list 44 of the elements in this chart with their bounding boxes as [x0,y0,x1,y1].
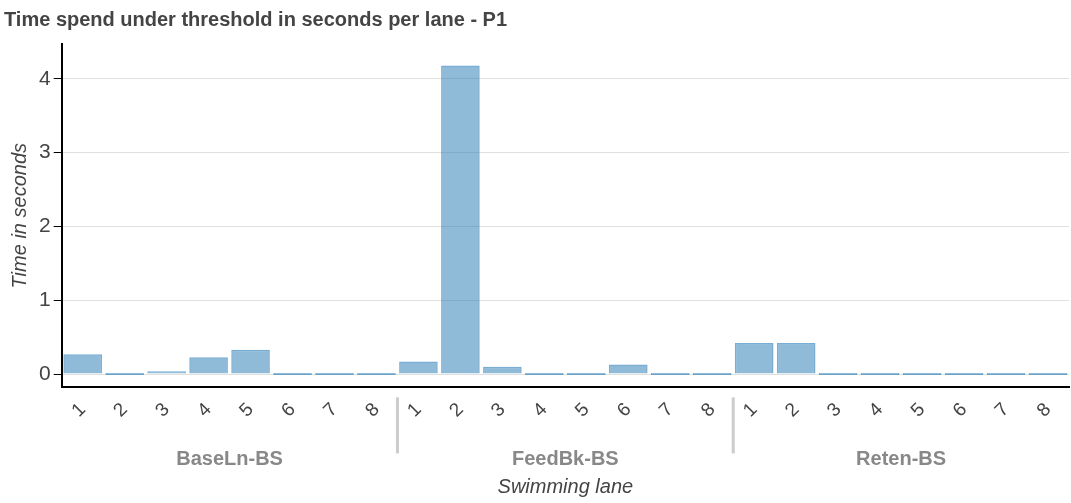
x-tick-label: 5 [906,398,929,421]
y-axis-title: Time in seconds [7,142,30,289]
bar [441,65,480,374]
x-tick-label: 8 [360,398,383,421]
text: Reten-BS [856,446,947,469]
x-axis-title: Swimming lane [497,474,634,497]
x-tick-label: 4 [528,397,552,421]
x-tick-label: 1 [738,398,761,421]
x-tick-label: 7 [990,398,1013,421]
x-tick-label: 1 [402,398,425,421]
y-tick-label: 2 [38,213,51,237]
bar [776,343,816,374]
bar [734,343,774,374]
y-tick-label: 4 [38,65,51,89]
x-tick-label: 3 [822,398,845,421]
x-tick-label: 1 [66,398,90,421]
y-tick-label: 1 [38,287,51,311]
y-tick-label: 3 [38,139,51,163]
bar [483,366,522,374]
x-tick-label: 3 [486,398,509,421]
text: FeedBk-BS [511,446,619,469]
x-tick-label: 2 [108,398,132,421]
x-tick-label: 4 [864,397,887,421]
x-tick-label: 5 [234,398,258,421]
x-tick-label: 8 [1032,398,1055,421]
chart-title: Time spend under threshold in seconds per lane - P1 [4,7,508,30]
x-tick-label: 5 [570,398,593,421]
x-tick-label: 6 [276,398,300,421]
x-tick-label: 3 [150,398,174,421]
y-tick-label: 0 [38,360,51,384]
bar [189,357,228,374]
x-tick-label: 7 [654,398,677,421]
x-tick-label: 6 [612,398,635,421]
x-tick-label: 8 [696,398,719,421]
bar [231,349,270,374]
x-tick-label: 4 [192,397,216,421]
text: BaseLn-BS [176,446,283,469]
x-tick-label: 2 [780,398,803,421]
bar [399,361,438,374]
bar [63,354,102,374]
x-tick-label: 2 [444,398,467,421]
bar [608,364,648,374]
x-tick-label: 6 [948,398,971,421]
x-tick-label: 7 [318,398,342,421]
